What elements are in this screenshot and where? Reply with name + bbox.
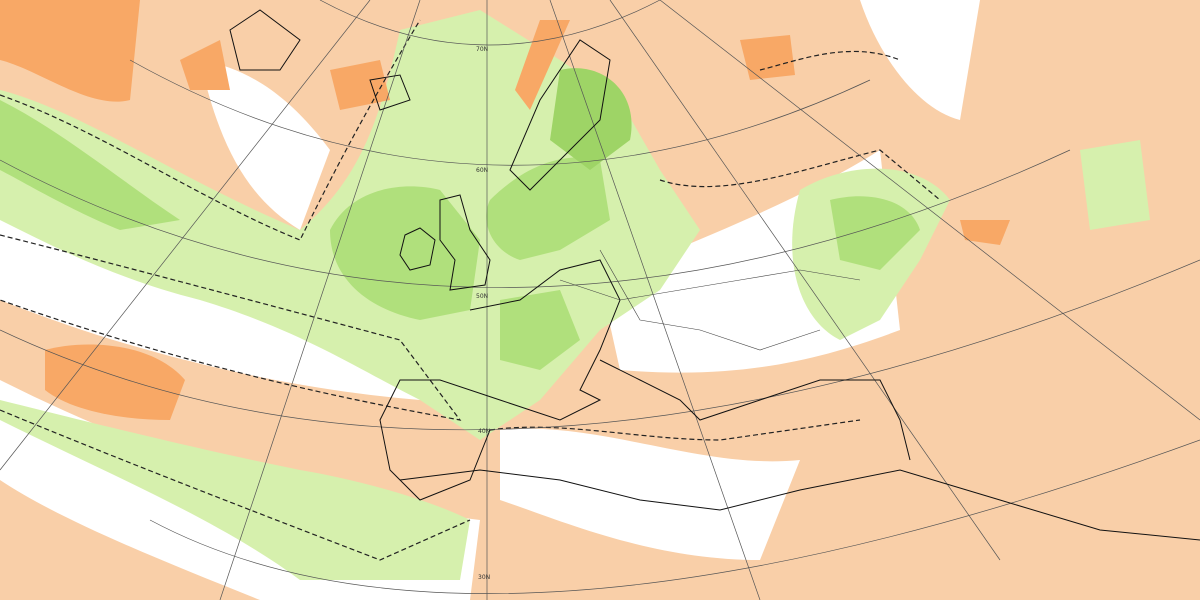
meridian (659, 0, 1200, 421)
neutral-zone (200, 60, 330, 230)
negative-anomaly-strong (740, 35, 795, 80)
latitude-label: 30N (478, 574, 490, 581)
negative-anomaly-strong (515, 20, 570, 110)
coastline (369, 74, 411, 111)
border (559, 269, 861, 301)
meridian (549, 0, 761, 600)
contour (759, 50, 901, 71)
coastline (399, 469, 1200, 541)
parallel (0, 149, 1071, 288)
negative-anomaly-strong (180, 40, 230, 90)
border (599, 249, 821, 351)
coastline (599, 359, 911, 461)
coastline (399, 227, 436, 271)
coastline (229, 9, 301, 71)
latitude-label: 40N (478, 428, 490, 435)
parallel (319, 0, 661, 46)
latitude-label: 60N (476, 167, 488, 174)
negative-anomaly-strong (0, 0, 140, 102)
meridian (219, 0, 421, 600)
coastline (509, 39, 611, 191)
coastline (439, 194, 491, 291)
negative-anomaly-strong (960, 220, 1010, 245)
positive-anomaly-medium (830, 196, 920, 270)
positive-anomaly-medium (330, 186, 480, 320)
negative-anomaly-strong (330, 60, 390, 110)
contour (0, 19, 421, 241)
positive-anomaly-medium (0, 100, 180, 230)
meridian (609, 0, 1001, 561)
positive-anomaly-medium (486, 157, 610, 260)
meridian (0, 0, 371, 471)
contour (659, 149, 941, 201)
neutral-zone (500, 428, 800, 560)
contour (0, 409, 471, 561)
parallel (149, 439, 1200, 594)
parallel (0, 259, 1200, 431)
contour (0, 234, 462, 421)
latitude-label: 70N (476, 46, 488, 53)
positive-anomaly-light (1080, 140, 1150, 230)
positive-anomaly-medium (500, 290, 580, 370)
parallel (129, 59, 871, 166)
neutral-zone (860, 0, 980, 120)
positive-anomaly-strong (550, 68, 632, 170)
positive-anomaly-light (0, 400, 470, 580)
latitude-label: 50N (476, 293, 488, 300)
